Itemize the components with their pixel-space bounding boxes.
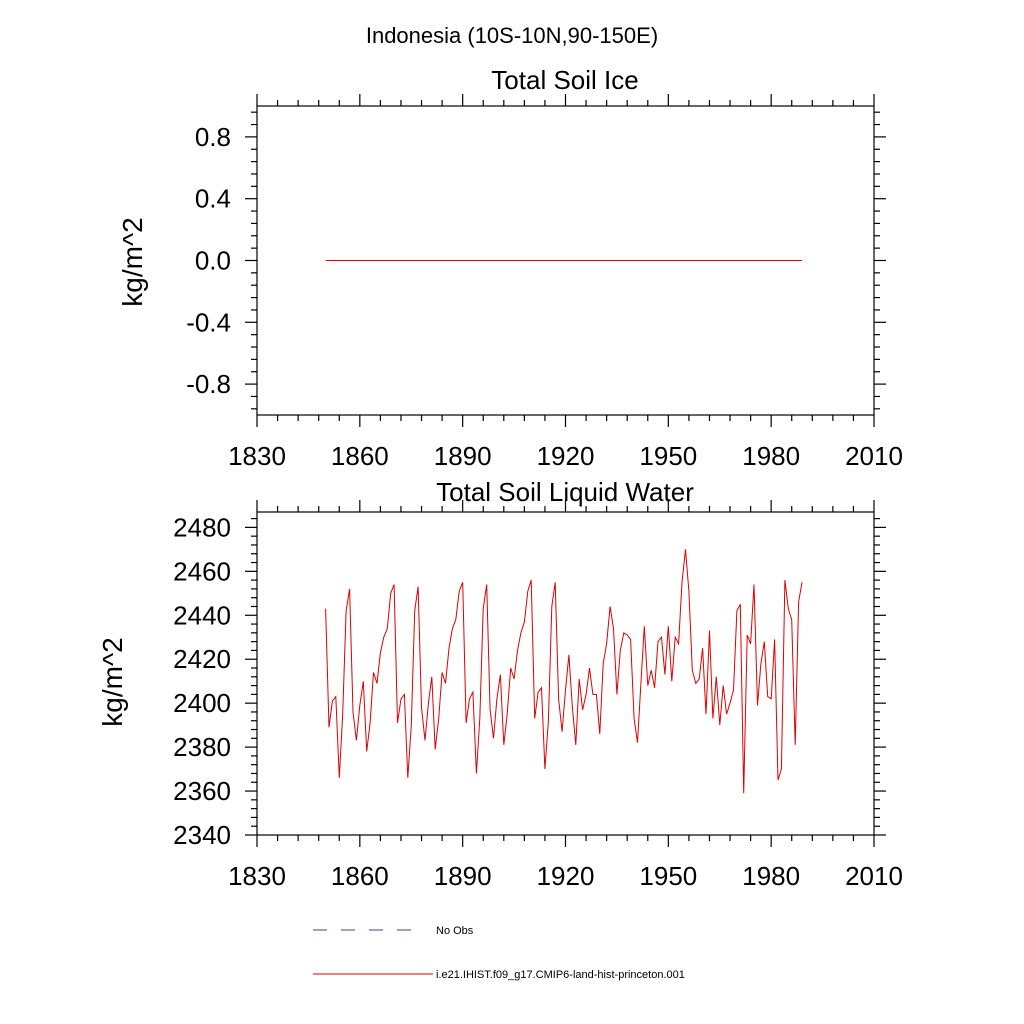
- y-tick-label: 0.8: [195, 122, 231, 152]
- y-axis-label-soil-ice: kg/m^2: [117, 217, 148, 306]
- y-tick-label: 0.4: [195, 184, 231, 214]
- panel-total-soil-liquid-water: Total Soil Liquid Water kg/m^2 1830 1860 1…: [97, 477, 903, 891]
- x-tick-label: 1920: [537, 441, 595, 471]
- y-tick-label: 2480: [173, 512, 231, 542]
- x-tick-label: 1980: [742, 861, 800, 891]
- tick-labels-soil-ice: 1830 1860 1890 1920 1950 1980 2010 -0.8 -0.4 0.0 0…: [186, 122, 903, 471]
- legend: No Obs i.e21.IHIST.f09_g17.CMIP6-land-hi…: [313, 925, 685, 981]
- x-tick-label: 2010: [845, 861, 903, 891]
- y-tick-label: 2400: [173, 688, 231, 718]
- y-tick-label: 2440: [173, 600, 231, 630]
- y-tick-label: 2380: [173, 732, 231, 762]
- x-tick-label: 1890: [434, 441, 492, 471]
- tick-marks-soil-ice: [245, 94, 886, 427]
- x-tick-label: 1860: [331, 441, 389, 471]
- y-tick-label: -0.4: [186, 307, 231, 337]
- x-tick-label: 2010: [845, 441, 903, 471]
- x-tick-label: 1860: [331, 861, 389, 891]
- y-tick-label: 2420: [173, 644, 231, 674]
- y-axis-label-soil-liquid-water: kg/m^2: [97, 637, 128, 726]
- x-tick-label: 1890: [434, 861, 492, 891]
- tick-marks-soil-liquid-water: [245, 500, 886, 847]
- y-tick-label: 2360: [173, 776, 231, 806]
- x-tick-label: 1830: [228, 861, 286, 891]
- legend-label-no-obs: No Obs: [436, 925, 474, 937]
- x-tick-label: 1950: [639, 861, 697, 891]
- series-group-soil-liquid-water: [325, 549, 803, 794]
- y-tick-label: 2340: [173, 820, 231, 850]
- tick-labels-soil-liquid-water: 1830 1860 1890 1920 1950 1980 2010 2340 2360 2380…: [173, 512, 903, 891]
- x-tick-label: 1830: [228, 441, 286, 471]
- series-line: [325, 549, 803, 794]
- y-tick-label: -0.8: [186, 369, 231, 399]
- plot-frame-soil-liquid-water: [256, 511, 875, 836]
- figure-title: Indonesia (10S-10N,90-150E): [366, 23, 658, 48]
- x-tick-label: 1920: [537, 861, 595, 891]
- y-tick-label: 2460: [173, 556, 231, 586]
- panel-total-soil-ice: Total Soil Ice kg/m^2 1830 1860 1890 1920 19…: [117, 65, 903, 471]
- panel-title-soil-ice: Total Soil Ice: [491, 65, 638, 95]
- y-tick-label: 0.0: [195, 246, 231, 276]
- x-tick-label: 1980: [742, 441, 800, 471]
- legend-label-model-run: i.e21.IHIST.f09_g17.CMIP6-land-hist-prin…: [436, 969, 685, 981]
- x-tick-label: 1950: [639, 441, 697, 471]
